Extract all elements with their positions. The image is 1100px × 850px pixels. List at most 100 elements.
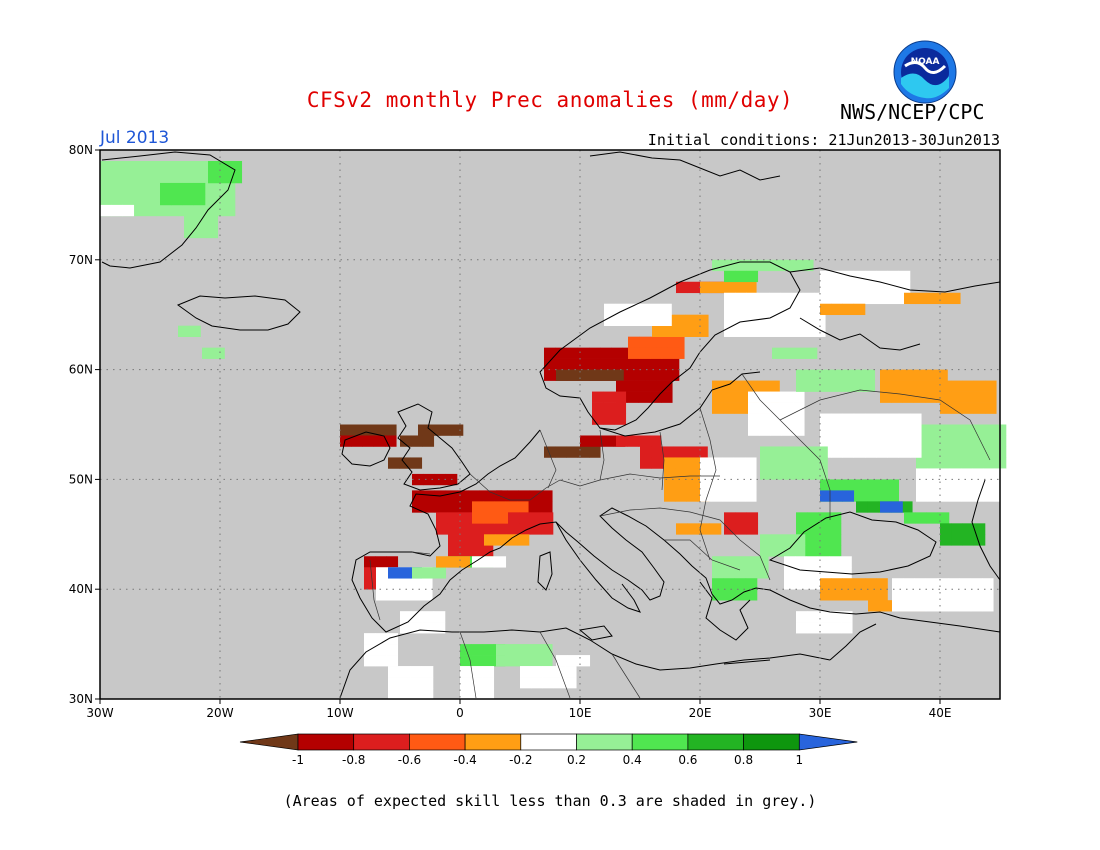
anomaly-cell <box>735 325 747 337</box>
anomaly-cell <box>651 457 663 469</box>
anomaly-cell <box>831 446 843 458</box>
anomaly-cell <box>816 468 828 480</box>
anomaly-cell <box>795 556 807 568</box>
anomaly-cell <box>891 380 903 392</box>
anomaly-cell <box>831 413 843 425</box>
anomaly-cell <box>578 369 591 381</box>
anomaly-cell <box>770 402 783 414</box>
anomaly-cell <box>769 314 781 326</box>
legend-arrow-right <box>798 733 858 751</box>
anomaly-cell <box>712 391 724 403</box>
anomaly-cell <box>645 369 657 381</box>
anomaly-cell <box>386 556 399 568</box>
anomaly-cell <box>807 534 819 546</box>
anomaly-cell <box>820 578 832 590</box>
anomaly-cell <box>759 402 771 414</box>
anomaly-cell <box>722 490 735 502</box>
anomaly-cell <box>916 490 928 502</box>
forecast-month: Jul 2013 <box>100 128 170 148</box>
anomaly-cell <box>898 270 911 283</box>
anomaly-cell <box>496 655 508 667</box>
anomaly-cell <box>457 490 469 502</box>
anomaly-cell <box>603 413 615 425</box>
anomaly-cell <box>556 369 568 381</box>
anomaly-cell <box>949 292 961 305</box>
anomaly-cell <box>433 611 446 623</box>
anomaly-cell <box>818 611 831 623</box>
levant-coast <box>829 623 877 661</box>
anomaly-cell <box>517 501 529 513</box>
anomaly-cell <box>482 644 495 656</box>
anomaly-cell <box>496 490 508 502</box>
anomaly-cell <box>902 391 915 403</box>
anomaly-cell <box>842 424 855 436</box>
anomaly-cell <box>772 347 784 359</box>
anomaly-cell <box>927 479 939 491</box>
anomaly-cell <box>876 413 888 425</box>
anomaly-cell <box>853 490 866 502</box>
anomaly-cell <box>831 270 843 283</box>
anomaly-cell <box>876 490 888 502</box>
anomaly-cell <box>831 292 843 305</box>
anomaly-cell <box>962 391 975 403</box>
anomaly-cell <box>898 281 911 294</box>
initial-conditions: Initial conditions: 21Jun2013-30Jun2013 <box>647 131 1000 149</box>
anomaly-cell <box>649 314 661 326</box>
anomaly-cell <box>178 204 191 217</box>
anomaly-cell <box>664 468 676 480</box>
anomaly-cell <box>223 193 236 206</box>
anomaly-cell <box>985 380 997 392</box>
anomaly-cell <box>565 666 577 678</box>
anomaly-cell <box>201 204 213 217</box>
scandinavia-coast <box>539 261 801 431</box>
anomaly-cell <box>133 182 146 195</box>
anomaly-cell <box>206 226 219 239</box>
anomaly-cell <box>983 468 996 480</box>
anomaly-cell <box>771 545 783 557</box>
anomaly-cell <box>531 666 543 678</box>
anomaly-cell <box>816 457 828 469</box>
anomaly-cell <box>171 193 183 206</box>
anomaly-cell <box>876 292 888 305</box>
anomaly-cell <box>820 490 832 502</box>
anomaly-cell <box>898 435 911 447</box>
anomaly-cell <box>817 556 830 568</box>
longitude-labels: 30W 20W 10W 0 10E 20E 30E 40E <box>86 699 951 720</box>
anomaly-cell <box>790 259 803 272</box>
anomaly-cell <box>865 424 877 436</box>
anomaly-cell <box>399 688 411 700</box>
anomaly-cell <box>734 567 747 579</box>
anomaly-cell <box>592 402 604 414</box>
anomaly-cell <box>409 589 422 601</box>
anomaly-cell <box>622 369 635 381</box>
border-africa <box>459 631 641 699</box>
anomaly-cell <box>770 413 783 425</box>
anomaly-cell <box>733 468 746 480</box>
anomaly-cell <box>745 468 757 480</box>
anomaly-cell <box>649 380 662 392</box>
lat-label: 50N <box>69 472 93 486</box>
anomaly-cell <box>667 358 680 370</box>
anomaly-cell <box>686 490 699 502</box>
anomaly-cell <box>434 567 447 579</box>
anomaly-cell <box>937 292 950 305</box>
anomaly-cell <box>820 435 832 447</box>
anomaly-cell <box>448 545 460 557</box>
anomaly-cell <box>601 369 613 381</box>
anomaly-cell <box>649 391 662 403</box>
anomaly-cell <box>580 435 592 447</box>
anomaly-cell <box>831 435 843 447</box>
anomaly-cell <box>734 402 747 414</box>
anomaly-cell <box>853 479 866 491</box>
anomaly-cell <box>781 413 794 425</box>
anomaly-cell <box>853 303 866 316</box>
anomaly-cell <box>230 171 243 184</box>
anomaly-cell <box>640 457 652 469</box>
anomaly-cell <box>375 644 387 656</box>
anomaly-cell <box>566 358 579 370</box>
anomaly-cell <box>733 479 746 491</box>
anomaly-cell <box>973 380 986 392</box>
anomaly-cell <box>853 413 866 425</box>
anomaly-cell <box>364 578 376 590</box>
lon-label: 10W <box>326 706 353 720</box>
